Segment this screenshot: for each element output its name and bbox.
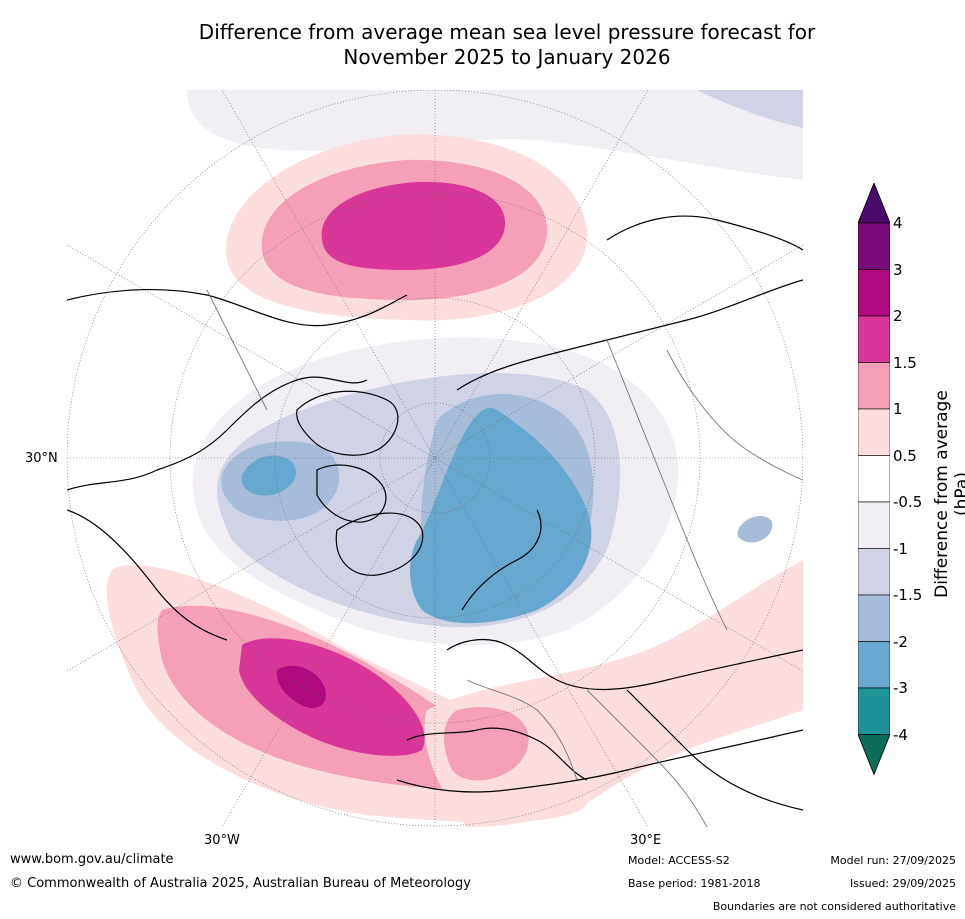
colorbar-tick-label: 2 <box>893 307 903 325</box>
negative-anomaly-top-band <box>187 90 803 180</box>
mediterranean-positive-mid <box>443 706 529 781</box>
pacific-positive-core <box>321 181 506 270</box>
colorbar-segment-cm3_m2 <box>858 641 890 689</box>
colorbar-tick-label: -4 <box>893 725 908 744</box>
colorbar-segment-cm2_m15 <box>858 594 890 642</box>
colorbar-segment-c3_4 <box>858 222 890 270</box>
graticule <box>67 90 803 827</box>
negative-anomaly-top-right <box>697 90 803 128</box>
colorbar-tick-label: -3 <box>893 679 908 697</box>
asia-small-negative <box>737 516 773 543</box>
colorbar-segment-c2_3 <box>858 269 890 317</box>
model-run-date: Model run: 27/09/2025 <box>830 854 956 867</box>
latitude-label-30n: 30°N <box>25 451 58 466</box>
colorbar-segment-cm1_m05 <box>858 501 890 549</box>
website-link[interactable]: www.bom.gov.au/climate <box>10 852 174 867</box>
colorbar-segment-cm15_m1 <box>858 548 890 596</box>
colorbar-segment-cm4_m3 <box>858 687 890 735</box>
pressure-anomaly-map <box>67 90 803 827</box>
chart-title: Difference from average mean sea level p… <box>0 20 965 70</box>
colorbar-segment-over <box>858 183 890 224</box>
longitude-label-30e: 30°E <box>630 833 662 848</box>
atlantic-positive-peak <box>276 665 326 709</box>
colorbar-tick-label: 4 <box>893 214 903 232</box>
colorbar-segment-c1_15 <box>858 362 890 410</box>
colorbar-tick-label: -1 <box>893 539 908 558</box>
copyright-notice: © Commonwealth of Australia 2025, Austra… <box>10 876 471 891</box>
title-line-1: Difference from average mean sea level p… <box>198 20 816 44</box>
colorbar-segment-c15_2 <box>858 315 890 363</box>
colorbar-tick-label: -0.5 <box>893 493 923 511</box>
colorbar-segment-under <box>858 734 890 776</box>
longitude-label-30w: 30°W <box>204 833 240 848</box>
issued-date: Issued: 29/09/2025 <box>849 877 956 890</box>
coastlines <box>67 215 803 811</box>
colorbar-tick-label: -2 <box>893 632 908 651</box>
model-name: Model: ACCESS-S2 <box>628 854 730 867</box>
colorbar <box>858 183 890 776</box>
colorbar-tick-label: -1.5 <box>893 586 923 604</box>
colorbar-tick-label: 3 <box>893 260 903 279</box>
base-period: Base period: 1981-2018 <box>628 877 761 890</box>
title-line-2: November 2025 to January 2026 <box>343 45 671 69</box>
colorbar-tick-label: 1 <box>893 400 903 418</box>
canada-negative-core <box>241 455 296 496</box>
scandinavia-negative-core <box>410 407 592 624</box>
colorbar-segment-c0 <box>858 455 890 503</box>
colorbar-tick-label: 0.5 <box>893 446 917 465</box>
colorbar-tick-label: 1.5 <box>893 353 917 372</box>
country-borders <box>206 289 803 827</box>
boundaries-disclaimer: Boundaries are not considered authoritat… <box>712 900 956 913</box>
colorbar-title: Difference from average (hPa) <box>932 390 965 598</box>
colorbar-segment-c05_1 <box>858 408 890 456</box>
